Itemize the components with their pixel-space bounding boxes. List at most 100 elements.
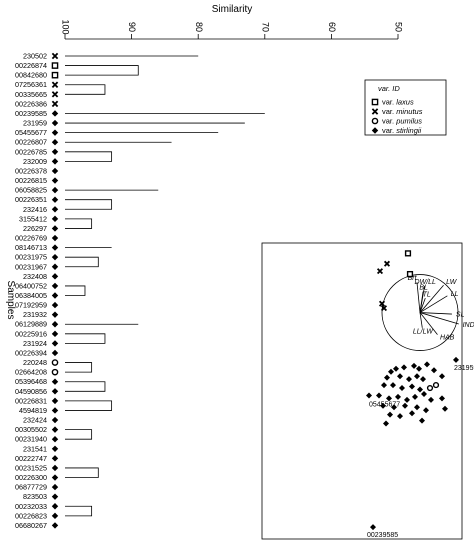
leaf-label: 230502 [23, 52, 47, 61]
x-tick-label: 80 [194, 22, 204, 32]
ordination-point [423, 407, 429, 414]
legend-marker [371, 108, 379, 115]
ordination-point [439, 373, 445, 380]
ordination-point [387, 411, 393, 418]
ordination-point [404, 396, 410, 403]
x-tick-label: 60 [327, 22, 337, 32]
ordination-point [383, 420, 389, 427]
legend-marker [371, 98, 379, 106]
leaf-marker [51, 52, 59, 60]
leaf-marker [51, 225, 59, 232]
leaf-label: 00226831 [15, 396, 47, 405]
ordination-point [414, 404, 420, 411]
leaf-label: 232424 [23, 416, 47, 425]
dendrogram-branches [65, 56, 265, 517]
ordination-point [401, 364, 407, 371]
dendrogram-branch [65, 333, 106, 344]
ordination-point [417, 386, 423, 393]
leaf-marker [51, 100, 59, 108]
leaf-label: 00226386 [15, 99, 47, 108]
leaf-marker [51, 349, 59, 357]
ordination-point [411, 362, 417, 369]
leaf-label: 00226394 [15, 348, 47, 357]
leaf-marker [51, 81, 59, 88]
leaf-label: 00305502 [15, 425, 47, 434]
leaf-label: 07192959 [15, 301, 47, 310]
leaf-label: 00226300 [15, 473, 47, 482]
vector-arrow [419, 312, 459, 325]
leaf-label: 232416 [23, 205, 47, 214]
dendrogram-branch [65, 285, 86, 296]
ordination-point [426, 384, 434, 392]
leaf-marker [51, 148, 59, 155]
legend-title: var. ID [378, 84, 400, 93]
leaf-marker [51, 119, 59, 127]
ordination-point [428, 396, 434, 403]
leaf-marker [51, 196, 59, 203]
ordination-point [376, 268, 384, 275]
dendrogram-branch [65, 65, 139, 76]
x-tick-label: 90 [127, 22, 137, 32]
vector-label: LL/LW [413, 329, 434, 336]
ordination-point [399, 385, 405, 392]
dendrogram-branch [65, 362, 93, 373]
leaf-marker [51, 234, 59, 242]
ordination-point [402, 402, 408, 409]
ordination-point [391, 404, 397, 411]
dendrogram-branch [65, 218, 93, 229]
leaf-label: 06058825 [15, 186, 47, 195]
leaf-marker [51, 522, 59, 529]
leaf-label: 00335665 [15, 90, 47, 99]
ordination-point [442, 405, 448, 412]
leaf-marker [51, 359, 59, 366]
leaf-label: 3155412 [19, 214, 47, 223]
leaf-marker [51, 407, 59, 414]
legend-label: var. pumilus [382, 117, 422, 126]
leaf-marker [51, 177, 59, 184]
ordination-point [366, 392, 372, 399]
leaf-marker [51, 110, 59, 117]
legend-marker [371, 117, 379, 125]
leaf-marker [51, 388, 59, 395]
dendrogram-branch [65, 151, 113, 162]
point-label: 231959 [454, 365, 474, 372]
leaf-label: 231932 [23, 310, 47, 319]
leaf-label: 232408 [23, 272, 47, 281]
legend-box [364, 79, 447, 136]
leaf-marker [51, 282, 59, 290]
leaf-marker [51, 416, 59, 424]
leaf-marker [51, 330, 59, 338]
leaf-marker [51, 340, 59, 347]
leaf-label: 00231525 [15, 463, 47, 472]
leaf-label: 06400752 [15, 281, 47, 290]
legend-label: var. minutus [382, 107, 423, 116]
correlation-circle [381, 274, 459, 351]
leaf-marker [51, 167, 59, 175]
ordination-point [381, 382, 387, 389]
leaf-marker [51, 301, 59, 309]
leaf-label: 00226769 [15, 234, 47, 243]
ordination-point [390, 382, 396, 389]
leaf-marker [51, 91, 59, 98]
leaf-label: 04590856 [15, 387, 47, 396]
dendrogram-branch [65, 429, 93, 440]
dendrogram-branch [65, 400, 113, 411]
vector-label: Brt [408, 275, 418, 282]
ordination-point [386, 395, 392, 402]
vector-arrow [419, 295, 448, 313]
leaf-marker [51, 512, 59, 520]
vector-label: LW [446, 279, 458, 286]
leaf-marker [51, 378, 59, 385]
leaf-marker [51, 483, 59, 491]
ordination-point [424, 361, 430, 368]
ordination-point [380, 402, 386, 409]
dendrogram-branch [65, 381, 106, 392]
ordination-point [453, 356, 459, 363]
ordination-points: 0545567723195900239585 [366, 250, 474, 539]
ordination-point [384, 374, 390, 381]
leaf-marker [51, 368, 59, 376]
leaf-label: 231924 [23, 339, 47, 348]
vector-label: SL [456, 311, 465, 318]
vector-arrow [419, 297, 426, 313]
